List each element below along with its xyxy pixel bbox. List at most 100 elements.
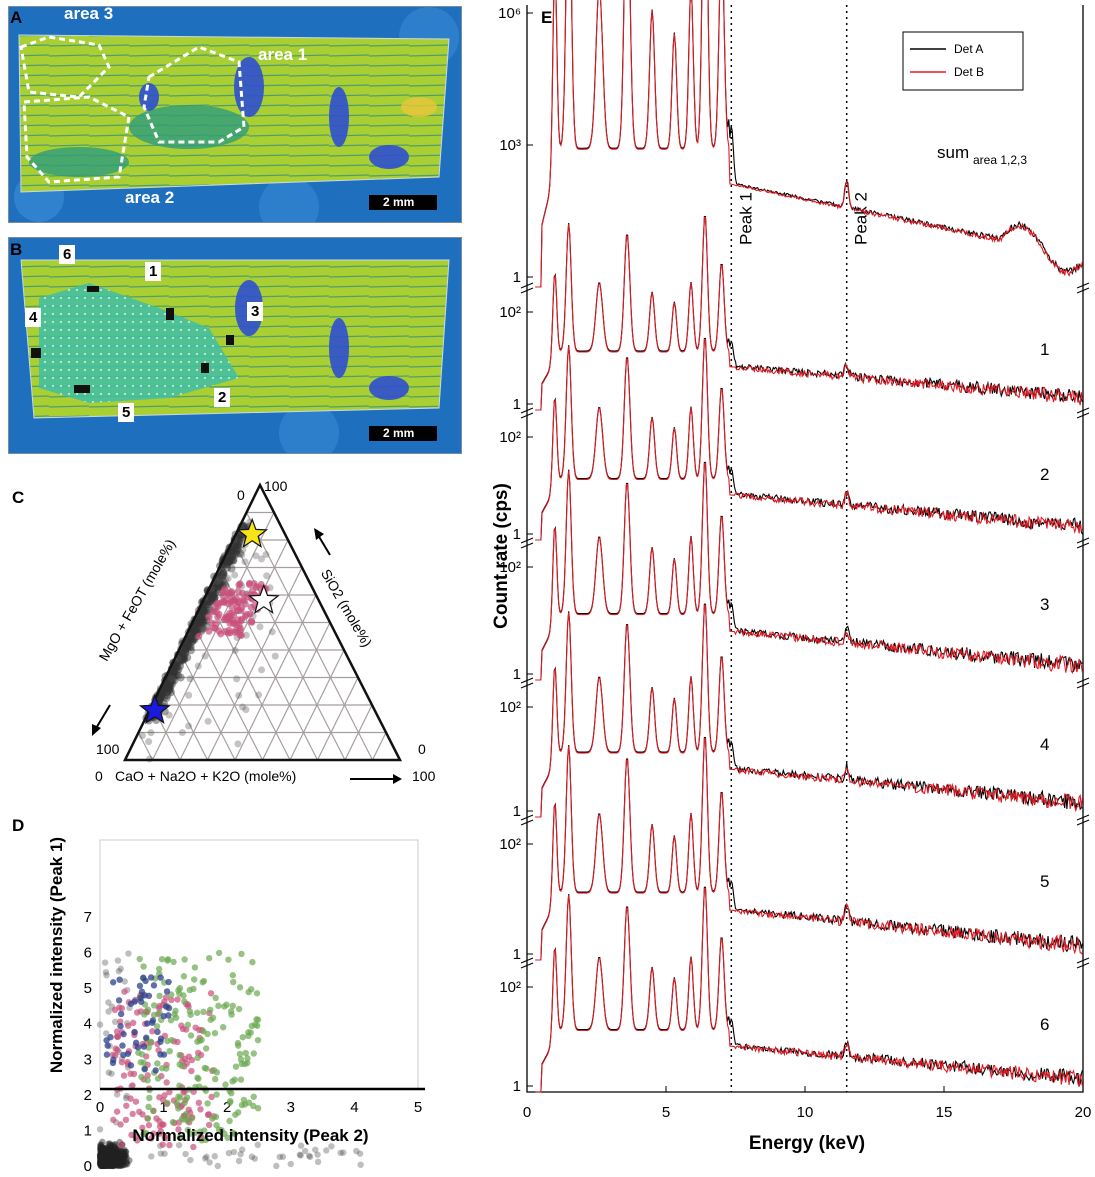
scatter-d-point: [114, 1153, 121, 1160]
scatter-d-point: [107, 1162, 115, 1169]
scatter-d-point: [106, 1158, 113, 1165]
ternary-point-pink: [228, 597, 236, 605]
scatter-d-point: [102, 1150, 109, 1158]
ternary-point-black: [233, 546, 242, 555]
scatter-d-point: [357, 1161, 364, 1168]
scatter-d-point: [175, 1126, 182, 1133]
scatter-d-point: [98, 1159, 106, 1166]
ternary-point-black: [161, 683, 170, 692]
scatter-d-point: [101, 1155, 109, 1162]
scatter-d-point: [101, 1153, 109, 1161]
ternary-point-scatter: [231, 571, 239, 579]
scatter-d-point: [99, 1160, 106, 1167]
scatter-d-point: [114, 1162, 121, 1170]
ternary-point-pink: [246, 610, 254, 618]
scatter-d-point: [106, 1155, 114, 1162]
scatter-d-point: [105, 1146, 112, 1153]
scatter-d-point: [98, 1160, 105, 1167]
scatter-d-point: [106, 1162, 113, 1169]
panel-c-label: C: [12, 488, 25, 507]
scatter-d-point: [105, 1161, 112, 1169]
scatter-d-point: [204, 1030, 211, 1038]
scatter-d-point: [103, 1149, 110, 1156]
ternary-point-black: [211, 582, 220, 591]
scatter-d-point: [110, 1155, 118, 1162]
ternary-point-black: [169, 667, 178, 676]
scatter-d-point: [144, 1020, 151, 1027]
scatter-d-point: [110, 1156, 117, 1163]
axis-break-right: [1076, 677, 1090, 689]
scatter-d-point: [99, 1150, 106, 1158]
ternary-point-black: [232, 546, 241, 555]
scatter-d-point: [102, 1154, 110, 1161]
scatter-d-point: [130, 1070, 138, 1078]
ternary-point-scatter: [214, 577, 222, 585]
scatter-d-point: [97, 1161, 105, 1169]
scatter-d-point: [144, 1072, 151, 1079]
scatter-d-point: [109, 1157, 117, 1164]
ternary-point-black: [233, 540, 242, 549]
ternary-point-black: [227, 564, 236, 573]
scatter-d-point: [113, 1156, 120, 1164]
scatter-d-point: [106, 1160, 114, 1167]
scatter-d-ylabel: Normalized intensity (Peak 1): [47, 836, 66, 1074]
scatter-d-point: [112, 1154, 119, 1161]
scatter-d-point: [144, 1077, 151, 1084]
ternary-point-black: [194, 616, 203, 625]
scatter-d-point: [96, 1152, 104, 1159]
ternary-point-black: [230, 542, 239, 551]
scatter-d-point: [97, 1157, 105, 1164]
scatter-d-point: [97, 1160, 105, 1168]
scatter-d-point: [100, 1158, 107, 1166]
scatter-d-point: [110, 1155, 118, 1162]
scatter-d-ytick: 2: [84, 1087, 92, 1104]
scatter-d-point: [101, 1146, 108, 1154]
scatter-d-point: [148, 1153, 155, 1160]
scatter-d-point: [103, 1151, 111, 1158]
scatter-d-point: [101, 1158, 109, 1165]
scatter-d-point: [112, 1157, 119, 1164]
scatter-d-point: [99, 1146, 106, 1153]
spectrum-label: 5: [1040, 872, 1049, 891]
scatter-d-point: [114, 1046, 121, 1054]
scatter-d-point: [98, 1157, 106, 1164]
scatter-d-point: [175, 1141, 183, 1149]
ternary-point-black: [209, 585, 218, 594]
scatter-d-point: [251, 1155, 258, 1162]
ternary-point-pink: [219, 588, 227, 596]
scatter-d-point: [110, 1162, 117, 1169]
scatter-d-point: [100, 1150, 108, 1158]
scatter-d-point: [206, 954, 213, 962]
ternary-point-scatter: [235, 691, 243, 699]
spectrum-det-a: [535, 216, 1083, 411]
scatter-d-point: [103, 1158, 111, 1165]
scatter-d-point: [173, 1099, 180, 1106]
scatter-d-point: [296, 1151, 304, 1158]
ternary-point-black: [197, 619, 206, 628]
scatter-d-point: [106, 1159, 113, 1167]
scatter-d-point: [97, 1160, 104, 1168]
ternary-point-black: [175, 655, 184, 664]
scatter-d-point: [102, 1145, 109, 1152]
spectra-xlabel: Energy (keV): [748, 1133, 866, 1154]
scatter-d-point: [119, 1155, 126, 1162]
scatter-d-point: [112, 1156, 119, 1163]
scatter-d-point: [104, 1155, 112, 1163]
scatter-d-point: [99, 1157, 107, 1164]
scatter-d-point: [113, 1158, 120, 1165]
scatter-d-point: [140, 963, 147, 970]
scatter-d-point: [104, 1158, 111, 1166]
ternary-point-pink: [240, 597, 248, 605]
scatter-d-point: [102, 1030, 110, 1037]
scatter-d-point: [102, 1155, 109, 1162]
scatter-d-point: [132, 1039, 140, 1046]
scatter-d-point: [208, 1093, 215, 1101]
scatter-d-point: [99, 1160, 107, 1168]
scatter-d-point: [116, 1161, 123, 1168]
scatter-d-point: [98, 1155, 106, 1163]
scatter-d-point: [254, 1105, 262, 1112]
scatter-d-point: [99, 1152, 107, 1159]
scatter-d-point: [99, 1158, 106, 1165]
scatter-d-point: [105, 1152, 112, 1160]
scatter-d-point: [113, 1156, 120, 1163]
